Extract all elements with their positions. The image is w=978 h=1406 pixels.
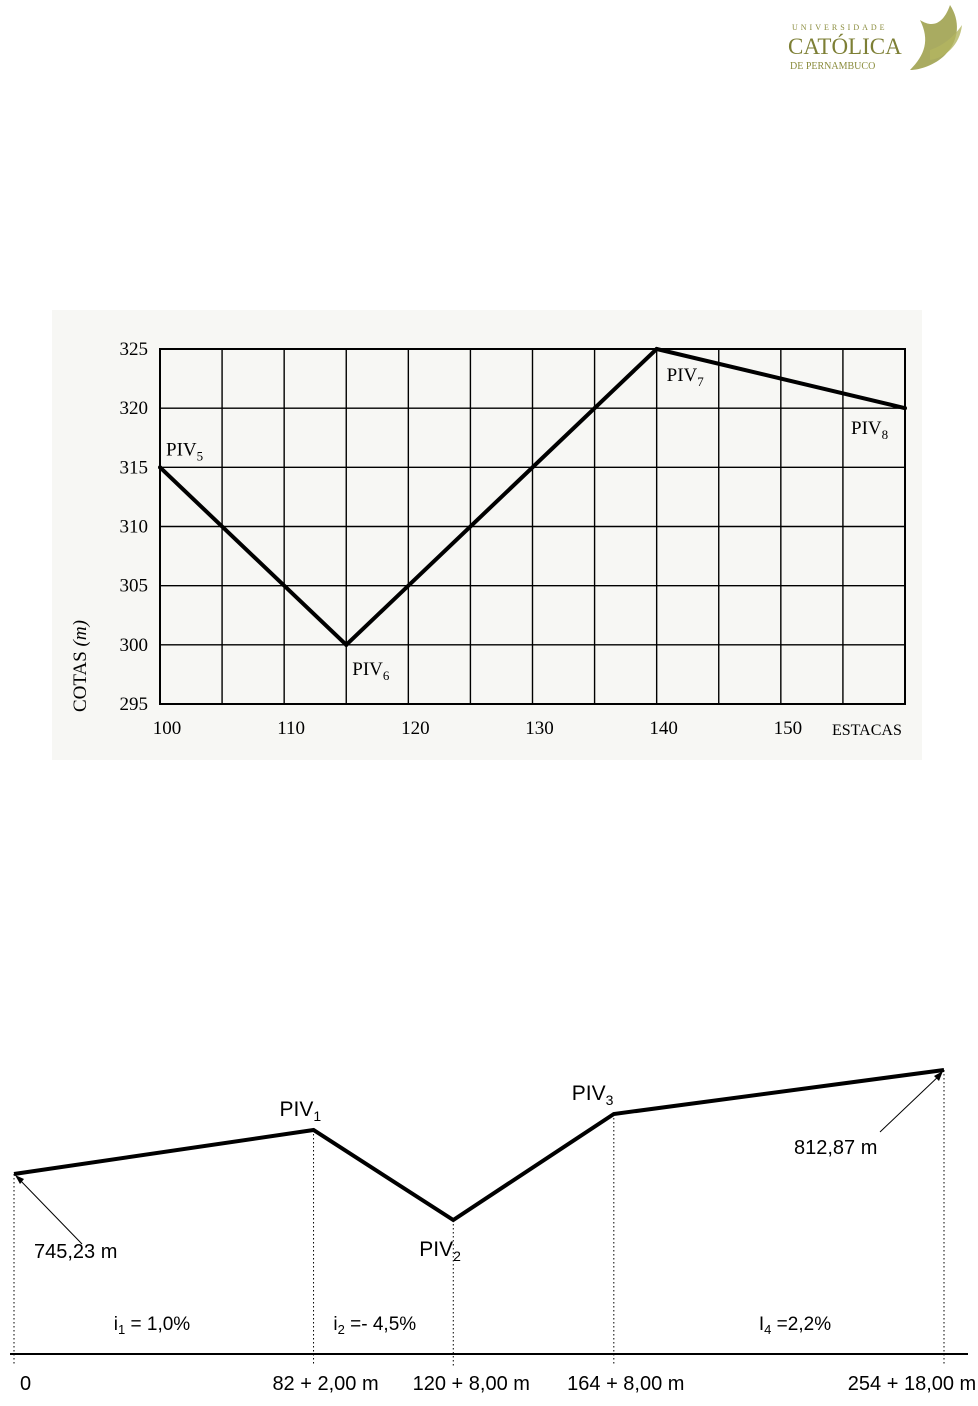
logo-line3: DE PERNAMBUCO: [790, 61, 876, 72]
station-label: 120 + 8,00 m: [413, 1373, 530, 1395]
y-tick-label: 310: [120, 517, 149, 538]
y-axis-label: COTAS (m): [70, 620, 91, 712]
x-tick-label: 120: [401, 718, 430, 739]
y-tick-label: 320: [120, 398, 149, 419]
piv-label: PIV6: [352, 659, 390, 683]
grade-label: I4 =2,2%: [759, 1314, 831, 1337]
dove-icon: [910, 5, 962, 70]
grade-label: i1 = 1,0%: [114, 1314, 191, 1337]
start-elevation-annotation: 745,23 m: [15, 1175, 117, 1263]
profile-chart: PIV1 PIV2 PIV3 0 82 + 2,00 m 120 + 8,00 m 164 …: [10, 1068, 976, 1395]
x-tick-label: 100: [153, 718, 182, 739]
x-tick-label: 130: [525, 718, 554, 739]
station-label: 254 + 18,00 m: [848, 1373, 976, 1395]
station-label: 0: [20, 1373, 31, 1395]
plot-frame: [159, 348, 906, 705]
end-elevation-label: 812,87 m: [794, 1137, 877, 1159]
y-tick-label: 325: [120, 339, 149, 360]
elevation-series-line: [158, 346, 906, 648]
y-tick-label: 305: [120, 576, 149, 597]
chart-background: [52, 310, 922, 760]
x-axis-label: ESTACAS: [832, 722, 902, 739]
piv-label: PIV1: [280, 1098, 322, 1124]
station-label: 82 + 2,00 m: [272, 1373, 378, 1395]
y-tick-label: 315: [120, 457, 149, 478]
y-tick-label: 295: [120, 694, 149, 715]
elevation-point: [158, 465, 162, 470]
piv-label: PIV3: [572, 1082, 614, 1108]
x-tick-label: 150: [774, 718, 803, 739]
end-elevation-annotation: 812,87 m: [794, 1071, 943, 1159]
elevation-point: [344, 642, 349, 647]
elevation-point: [654, 347, 659, 351]
logo-line1: UNIVERSIDADE: [792, 23, 888, 32]
station-label: 164 + 8,00 m: [567, 1373, 684, 1395]
x-tick-label: 110: [277, 718, 305, 739]
elevation-point: [903, 406, 907, 411]
logo-line2: CATÓLICA: [788, 34, 902, 59]
station-labels: 0 82 + 2,00 m 120 + 8,00 m 164 + 8,00 m 254 …: [20, 1373, 976, 1395]
y-tick-label: 300: [120, 635, 149, 656]
piv-label: PIV2: [419, 1238, 461, 1264]
x-tick-label: 140: [649, 718, 678, 739]
piv-label: PIV7: [667, 365, 705, 389]
grade-label: i2 =- 4,5%: [333, 1314, 416, 1337]
piv-label: PIV5: [166, 439, 203, 463]
university-logo: UNIVERSIDADE CATÓLICA DE PERNAMBUCO: [780, 0, 970, 80]
profile-series-line: [13, 1068, 945, 1223]
start-elevation-label: 745,23 m: [34, 1241, 117, 1263]
piv-label: PIV8: [851, 418, 888, 442]
